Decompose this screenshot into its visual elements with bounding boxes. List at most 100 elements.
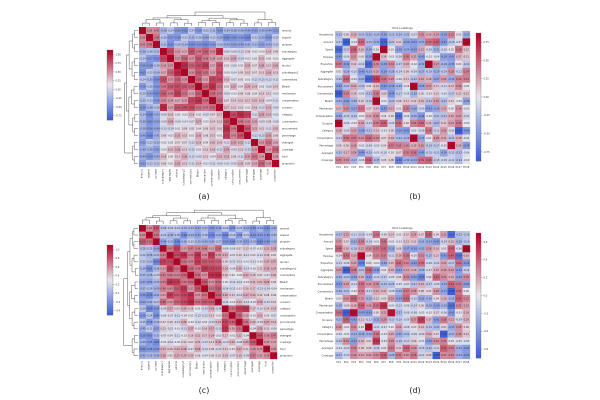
heatmap-cell xyxy=(202,76,210,84)
column-label: Bleach xyxy=(197,169,200,178)
cell-value-label: -0.51 xyxy=(258,43,265,46)
heatmap-cell xyxy=(372,287,381,296)
heatmap-cell xyxy=(180,292,188,299)
cell-value-label: 0.25 xyxy=(441,78,447,81)
row-label: category xyxy=(280,308,291,311)
heatmap-cell xyxy=(402,134,411,142)
heatmap-cell xyxy=(228,338,236,346)
colorbar-segment xyxy=(476,301,481,306)
cell-value-label: -0.44 xyxy=(441,41,448,44)
heatmap-cell xyxy=(462,231,471,239)
colorbar-segment xyxy=(107,306,113,309)
cell-value-label: 0.33 xyxy=(181,247,187,250)
cell-value-label: 0.37 xyxy=(188,287,194,290)
heatmap-cell xyxy=(201,332,209,340)
cell-value-label: 0.07 xyxy=(210,113,216,116)
colorbar-segment xyxy=(107,60,113,63)
heatmap-cell xyxy=(230,69,238,77)
heatmap-cell xyxy=(462,316,471,324)
heatmap-cell xyxy=(237,146,245,154)
heatmap-cell xyxy=(402,351,411,360)
heatmap-cell xyxy=(174,97,182,105)
heatmap-cell xyxy=(335,323,343,331)
cell-value-label: -0.39 xyxy=(396,297,403,300)
heatmap-cell xyxy=(272,41,280,49)
heatmap-cell xyxy=(214,225,222,232)
heatmap-cell xyxy=(195,76,203,84)
heatmap-cell xyxy=(335,287,343,296)
cell-value-label: 0.16 xyxy=(168,113,174,116)
cell-value-label: 0.06 xyxy=(271,281,277,284)
cell-value-label: 0.27 xyxy=(243,294,249,297)
cell-value-label: -0.30 xyxy=(336,100,343,103)
cell-value-label: -0.24 xyxy=(139,78,146,81)
heatmap-cell xyxy=(244,160,252,168)
cell-value-label: 0.61 xyxy=(196,71,202,74)
cell-value-label: -0.12 xyxy=(258,106,265,109)
column-label: amount xyxy=(141,169,144,178)
cell-value-label: 0.28 xyxy=(434,290,440,293)
heatmap-cell xyxy=(223,132,231,140)
cell-value-label: 0.26 xyxy=(366,283,372,286)
heatmap-cell xyxy=(410,134,418,142)
cell-value-label: 0.40 xyxy=(336,312,342,315)
heatmap-cell xyxy=(342,323,351,331)
dendrogram-branch xyxy=(266,220,274,224)
cell-value-label: 0.64 xyxy=(250,341,256,344)
colorbar-segment xyxy=(476,109,481,114)
cell-value-label: -0.38 xyxy=(358,130,365,133)
cell-value-label: 0.03 xyxy=(381,347,387,350)
heatmap-cell xyxy=(350,112,358,120)
cell-value-label: -0.26 xyxy=(366,33,373,36)
heatmap-cell xyxy=(166,305,174,313)
heatmap-cell xyxy=(195,111,203,119)
heatmap-cell xyxy=(244,62,252,70)
cell-value-label: 0.28 xyxy=(243,341,249,344)
cell-value-label: 0.04 xyxy=(196,127,202,130)
cell-value-label: 0.30 xyxy=(216,341,222,344)
cell-value-label: 0.37 xyxy=(351,137,357,140)
heatmap-cell xyxy=(159,285,167,293)
heatmap-cell xyxy=(208,352,216,360)
heatmap-cell xyxy=(335,127,343,135)
colorbar-segment xyxy=(476,33,481,37)
cell-value-label: -0.42 xyxy=(433,319,440,322)
heatmap-cell xyxy=(380,156,388,165)
cell-value-label: 0.93 xyxy=(464,41,470,44)
cell-value-label: -0.15 xyxy=(433,152,440,155)
heatmap-cell xyxy=(235,278,243,286)
heatmap-cell xyxy=(230,153,238,161)
heatmap-cell xyxy=(180,318,188,326)
dendrogram-branch xyxy=(142,219,150,224)
cell-value-label: -0.15 xyxy=(418,347,425,350)
heatmap-cell xyxy=(139,153,147,161)
dendrogram-branch xyxy=(197,220,205,224)
heatmap-cell xyxy=(160,41,168,49)
heatmap-cell xyxy=(235,245,243,252)
heatmap-cell xyxy=(410,309,418,317)
cell-value-label: 0.58 xyxy=(273,148,279,151)
cell-value-label: 0.48 xyxy=(203,57,209,60)
heatmap-cell xyxy=(180,231,188,239)
column-label: occasion xyxy=(218,169,221,180)
cell-value-label: -0.24 xyxy=(146,314,153,317)
cell-value-label: 0.26 xyxy=(181,321,187,324)
dendrogram-branch xyxy=(133,241,138,249)
heatmap-cell xyxy=(166,338,174,346)
cell-value-label: -0.58 xyxy=(250,227,257,230)
heatmap-cell xyxy=(244,90,252,98)
cell-value-label: 0.30 xyxy=(374,283,380,286)
heatmap-cell xyxy=(181,97,189,105)
heatmap-cell xyxy=(160,139,168,147)
heatmap-cell xyxy=(146,41,154,49)
heatmap-cell xyxy=(395,316,403,324)
cell-value-label: -0.20 xyxy=(188,241,195,244)
heatmap-cell xyxy=(410,53,418,61)
cell-value-label: 0.12 xyxy=(238,148,244,151)
row-label: Occasion xyxy=(322,319,333,322)
cell-value-label: -0.31 xyxy=(153,254,160,257)
cell-value-label: 0.56 xyxy=(181,274,187,277)
heatmap-cell xyxy=(387,309,396,317)
heatmap-cell xyxy=(230,90,238,98)
cell-value-label: 0.23 xyxy=(266,113,272,116)
